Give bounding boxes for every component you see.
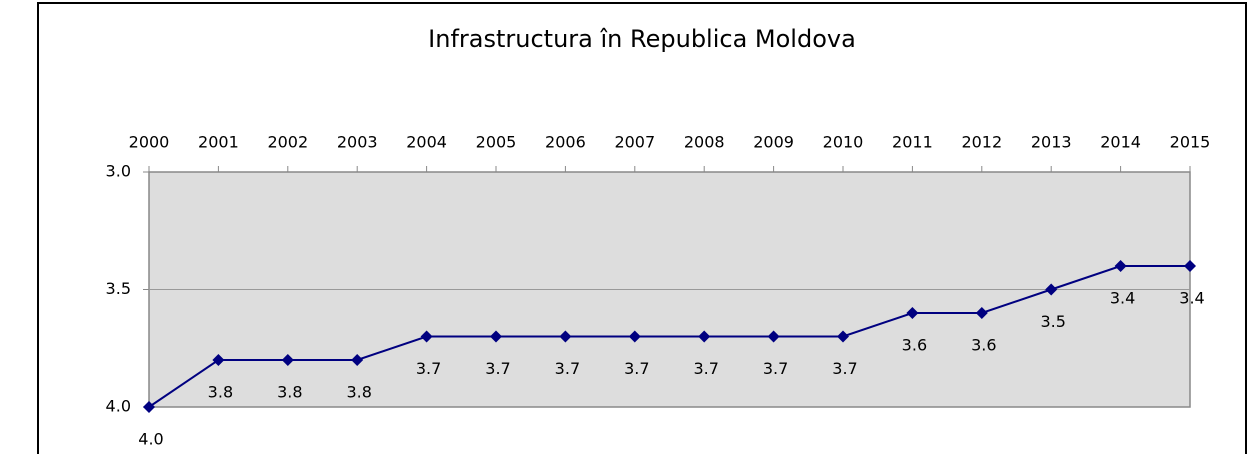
point (698, 330, 711, 343)
point (1114, 260, 1127, 272)
x-tick-label: 2013 (1031, 133, 1072, 152)
x-tick-label: 2010 (823, 133, 864, 152)
chart-title: Infrastructura în Republica Moldova (428, 25, 856, 53)
data-label: 4.0 (138, 430, 163, 449)
x-tick-label: 2008 (684, 133, 725, 152)
data-label: 3.7 (555, 359, 580, 378)
data-label: 3.7 (416, 359, 441, 378)
data-label: 3.4 (1179, 289, 1204, 308)
x-tick-label: 2009 (753, 133, 794, 152)
data-label: 3.7 (624, 359, 649, 378)
point (767, 330, 780, 343)
point (837, 330, 849, 343)
data-label: 3.7 (763, 359, 788, 378)
point (1184, 260, 1196, 272)
y-tick-label: 3.0 (106, 162, 131, 181)
point (906, 307, 919, 319)
data-label: 3.8 (208, 383, 233, 402)
x-tick-label: 2002 (267, 133, 308, 152)
data-label: 3.8 (346, 383, 371, 402)
point (559, 330, 572, 343)
data-label: 3.7 (693, 359, 718, 378)
y-tick-label: 3.5 (106, 279, 131, 298)
data-label: 3.8 (277, 383, 302, 402)
x-tick-label: 2001 (198, 133, 239, 152)
data-label: 3.6 (971, 336, 996, 355)
x-tick-label: 2000 (129, 133, 170, 152)
data-label: 3.4 (1110, 289, 1135, 308)
data-label: 3.7 (485, 359, 510, 378)
point (212, 354, 225, 366)
x-tick-label: 2005 (476, 133, 517, 152)
x-tick-label: 2012 (961, 133, 1002, 152)
point (281, 354, 294, 366)
data-label: 3.6 (902, 336, 927, 355)
point (628, 330, 641, 343)
series-line (148, 265, 1190, 408)
x-tick-label: 2014 (1100, 133, 1141, 152)
point (490, 330, 502, 343)
data-label: 3.7 (832, 359, 857, 378)
x-tick-label: 2003 (337, 133, 378, 152)
point (1045, 283, 1058, 296)
data-label: 3.5 (1040, 312, 1065, 331)
y-tick-label: 4.0 (106, 397, 131, 416)
x-tick-label: 2007 (614, 133, 655, 152)
point (975, 307, 988, 319)
x-tick-label: 2011 (892, 133, 933, 152)
x-tick-label: 2015 (1170, 133, 1211, 152)
x-tick-label: 2006 (545, 133, 586, 152)
point (420, 330, 433, 343)
x-tick-label: 2004 (406, 133, 447, 152)
point (351, 354, 364, 366)
point (143, 401, 155, 413)
